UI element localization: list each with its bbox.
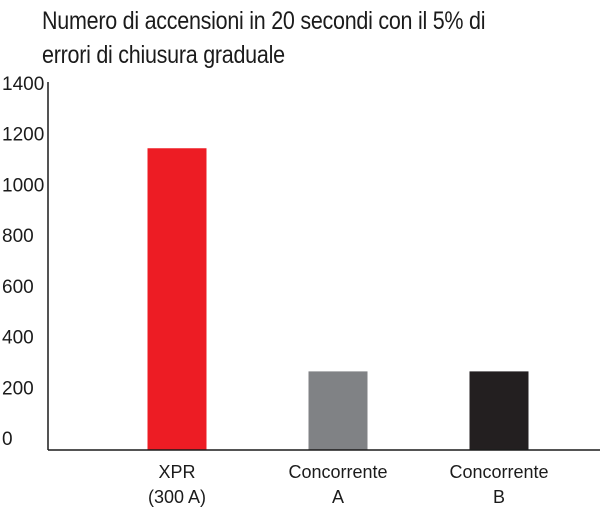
x-category-label-line: A <box>332 487 344 507</box>
y-tick-label: 200 <box>2 378 34 399</box>
y-tick-label: 0 <box>2 429 13 450</box>
chart-title: Numero di accensioni in 20 secondi con i… <box>42 7 486 69</box>
x-category-label-line: Concorrente <box>288 462 387 482</box>
y-tick-label: 1400 <box>2 74 44 95</box>
x-category-label: XPR (300 A) <box>148 462 206 507</box>
x-category-label: Concorrente B <box>449 462 548 507</box>
y-tick-label: 1000 <box>2 175 44 196</box>
bar <box>147 148 207 450</box>
x-category-label-line: Concorrente <box>449 462 548 482</box>
x-category-label-line: B <box>493 487 505 507</box>
bar <box>308 371 368 450</box>
bar <box>469 371 529 450</box>
bars <box>147 148 529 450</box>
y-tick-label: 1200 <box>2 125 44 146</box>
x-category-label: Concorrente A <box>288 462 387 507</box>
x-axis-labels: XPR (300 A) Concorrente A Concorrente B <box>148 462 549 507</box>
y-axis-ticks: 0 200 400 600 800 1000 1200 1400 <box>2 74 44 450</box>
y-tick-label: 600 <box>2 277 34 298</box>
x-category-label-line: (300 A) <box>148 487 206 507</box>
y-tick-label: 800 <box>2 226 34 247</box>
x-category-label-line: XPR <box>158 462 195 482</box>
y-tick-label: 400 <box>2 328 34 349</box>
